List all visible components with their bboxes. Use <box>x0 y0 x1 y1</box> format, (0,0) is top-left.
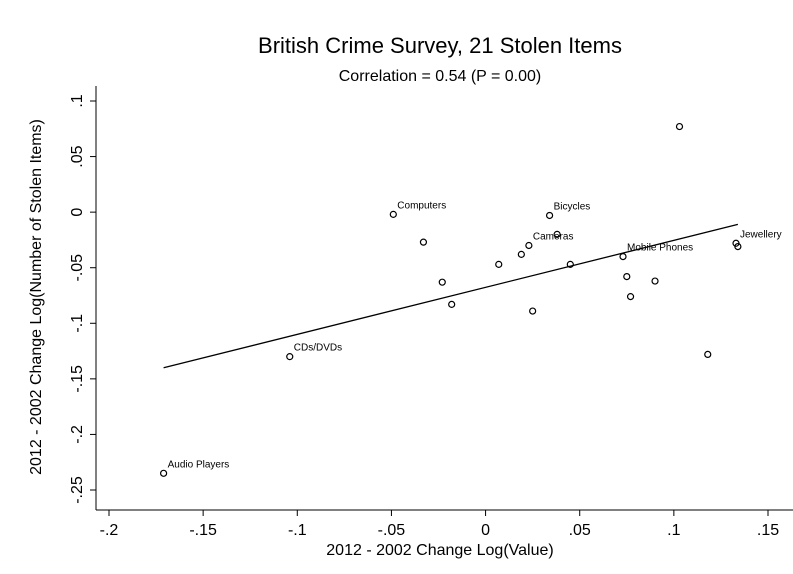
point-label: Mobile Phones <box>627 243 693 254</box>
chart-title: British Crime Survey, 21 Stolen Items <box>258 33 622 58</box>
data-point <box>438 278 446 286</box>
y-tick-label: 0 <box>69 208 86 217</box>
data-point <box>525 241 533 250</box>
point-label: Audio Players <box>168 459 230 470</box>
y-tick-label: .1 <box>69 94 86 107</box>
data-point <box>675 122 684 131</box>
data-point <box>419 238 428 246</box>
data-point <box>389 210 397 218</box>
point-label: Bicycles <box>554 201 591 212</box>
data-point <box>651 277 659 285</box>
data-point <box>734 242 742 251</box>
point-label: CDs/DVDs <box>294 343 342 354</box>
fit-line <box>163 223 739 369</box>
data-point <box>553 230 561 238</box>
x-axis-ticks: -.2 -.15 -.1 -.05 0 .05 .1 .15 <box>100 510 779 539</box>
x-tick-label: -.1 <box>288 522 307 539</box>
data-point <box>704 350 712 359</box>
point-label: Cameras <box>533 231 574 242</box>
data-point <box>619 253 627 261</box>
y-axis-label: 2012 - 2002 Change Log(Number of Stolen … <box>28 119 45 475</box>
data-point <box>495 260 503 268</box>
x-tick-label: -.2 <box>100 522 119 539</box>
y-tick-label: -.05 <box>69 254 86 282</box>
x-tick-label: -.05 <box>378 522 406 539</box>
x-tick-label: 0 <box>481 522 490 539</box>
data-point <box>448 300 456 308</box>
x-tick-label: .05 <box>569 522 591 539</box>
y-tick-label: -.15 <box>69 365 86 393</box>
y-tick-label: -.1 <box>69 314 86 333</box>
data-point <box>529 307 537 315</box>
y-axis-ticks: -.25 -.2 -.15 -.1 -.05 0 .05 .1 <box>69 94 96 504</box>
data-point <box>626 293 635 301</box>
data-point <box>566 260 574 268</box>
y-tick-label: -.25 <box>69 476 86 504</box>
y-tick-label: .05 <box>69 145 86 167</box>
x-tick-label: .15 <box>757 522 779 539</box>
point-labels: Audio Players CDs/DVDs Computers Cameras Bic… <box>168 200 782 470</box>
data-points <box>160 122 742 477</box>
data-point <box>517 250 525 258</box>
point-label: Jewellery <box>740 229 782 240</box>
data-point <box>160 469 168 477</box>
chart-subtitle: Correlation = 0.54 (P = 0.00) <box>339 68 542 85</box>
point-label: Computers <box>397 200 446 211</box>
data-point <box>545 211 554 220</box>
data-point <box>623 273 631 281</box>
data-point <box>286 353 294 361</box>
x-axis-label: 2012 - 2002 Change Log(Value) <box>326 542 553 559</box>
fit-line-group <box>163 223 739 369</box>
x-tick-label: -.15 <box>189 522 217 539</box>
y-tick-label: -.2 <box>69 425 86 444</box>
x-tick-label: .1 <box>667 522 680 539</box>
